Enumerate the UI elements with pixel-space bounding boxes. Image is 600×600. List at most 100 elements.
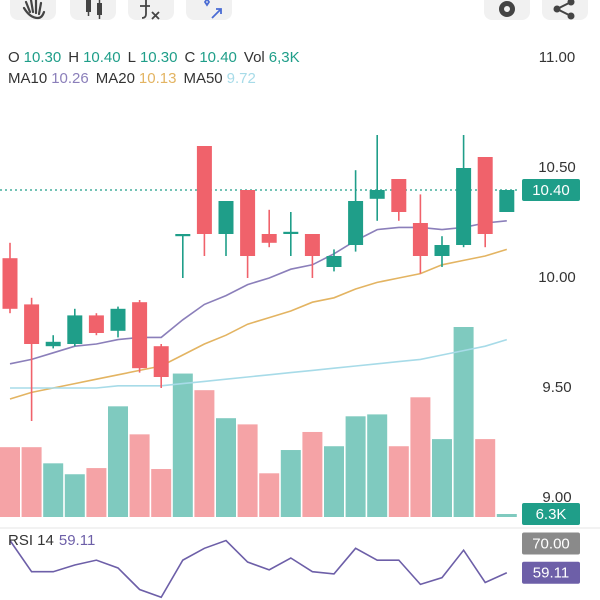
volume-bar bbox=[216, 418, 236, 517]
ma-label: MA20 bbox=[96, 70, 135, 87]
rsi-tick-label: 70.00 bbox=[532, 535, 570, 552]
tool-button[interactable] bbox=[186, 0, 232, 20]
candle-body bbox=[391, 179, 407, 212]
volume-bar bbox=[388, 446, 409, 517]
price-tick-label: 9.50 bbox=[542, 379, 571, 396]
volume-bar bbox=[475, 439, 496, 517]
candle-body bbox=[132, 302, 148, 369]
volume-bar bbox=[43, 463, 64, 517]
ohlc-header: O 10.30 H 10.40 L 10.30 C 10.40 Vol 6,3K bbox=[8, 49, 300, 66]
candle-body bbox=[45, 341, 61, 347]
price-tick-label: 11.00 bbox=[539, 49, 575, 66]
candle-body bbox=[456, 168, 472, 245]
candle-body bbox=[434, 245, 450, 256]
volume-bar bbox=[259, 473, 280, 517]
volume-bar bbox=[21, 447, 42, 517]
header-value: 10.40 bbox=[83, 49, 121, 66]
volume-bar bbox=[86, 468, 107, 517]
candle-body bbox=[369, 190, 385, 199]
price-tick-label: 9.00 bbox=[542, 489, 571, 506]
candle-body bbox=[240, 190, 256, 256]
price-tick-label: 10.50 bbox=[538, 159, 576, 176]
volume-bar bbox=[367, 414, 388, 517]
candle-body bbox=[412, 223, 428, 256]
volume-bar bbox=[496, 514, 517, 517]
ma-line bbox=[9, 220, 507, 365]
candle-body bbox=[24, 304, 40, 344]
volume-bar bbox=[129, 434, 150, 517]
ma-line bbox=[10, 338, 508, 389]
candle-body bbox=[499, 190, 515, 212]
ma-layer bbox=[0, 189, 520, 400]
rsi-value-tag-label: 59.11 bbox=[533, 565, 569, 582]
ma-value: 10.13 bbox=[139, 70, 177, 87]
volume-bar bbox=[172, 373, 193, 517]
header-value: 10.30 bbox=[24, 49, 62, 66]
ma-label: MA50 bbox=[183, 70, 222, 87]
volume-bar bbox=[237, 424, 258, 517]
ma-value: 10.26 bbox=[51, 70, 89, 87]
ma-value: 9.72 bbox=[227, 70, 256, 87]
volume-bar bbox=[432, 439, 452, 517]
volume-bar bbox=[64, 474, 85, 517]
tool-button[interactable] bbox=[128, 0, 174, 20]
rsi-tick-tag bbox=[522, 532, 580, 555]
candle-body bbox=[304, 234, 320, 256]
ma-line bbox=[9, 248, 508, 400]
ma-header: MA10 10.26 MA20 10.13 MA50 9.72 bbox=[8, 70, 256, 87]
candle-body bbox=[88, 315, 104, 333]
candle-body bbox=[261, 234, 277, 243]
rsi-name: RSI 14 bbox=[8, 532, 54, 549]
volume-bar bbox=[108, 406, 128, 517]
candle-body bbox=[326, 256, 342, 267]
share-icon bbox=[553, 5, 561, 13]
volume-tag bbox=[522, 503, 580, 526]
volume-tag-label: 6.3K bbox=[536, 506, 567, 523]
last-price-label: 10.40 bbox=[532, 182, 570, 199]
header-label: O bbox=[8, 49, 20, 66]
candle-body bbox=[348, 201, 364, 245]
rsi-value: 59.11 bbox=[59, 532, 95, 549]
tool-button[interactable] bbox=[70, 0, 116, 20]
volume-bar bbox=[345, 416, 366, 517]
header-label: Vol bbox=[244, 49, 265, 66]
share-icon bbox=[567, 0, 575, 6]
tool-button[interactable] bbox=[542, 0, 588, 20]
candle-body bbox=[67, 315, 83, 344]
last-price-tag bbox=[522, 179, 580, 201]
share-icon bbox=[567, 12, 575, 20]
volume-bar bbox=[410, 397, 431, 517]
header-label: L bbox=[128, 49, 136, 66]
candle-body bbox=[218, 201, 234, 234]
volume-bar bbox=[194, 390, 215, 517]
gear-icon bbox=[504, 6, 510, 12]
candle-body bbox=[196, 146, 212, 234]
candle-body bbox=[110, 308, 126, 331]
rsi-header: RSI 14 59.11 bbox=[8, 532, 95, 549]
ma-label: MA10 bbox=[8, 70, 47, 87]
toolbar bbox=[10, 0, 588, 20]
header-value: 10.40 bbox=[199, 49, 237, 66]
header-value: 10.30 bbox=[140, 49, 178, 66]
volume-bar bbox=[151, 469, 172, 517]
volume-bar bbox=[0, 447, 20, 517]
candle-body bbox=[477, 157, 493, 234]
rsi-line bbox=[9, 539, 508, 599]
rsi-value-tag bbox=[522, 561, 580, 584]
volume-bar bbox=[302, 431, 323, 517]
price-tick-label: 10.00 bbox=[538, 269, 576, 286]
volume-layer bbox=[0, 327, 517, 517]
magic-icon bbox=[203, 0, 222, 19]
candle-body bbox=[175, 234, 191, 237]
fx-icon bbox=[140, 0, 160, 20]
header-value: 6,3K bbox=[269, 49, 300, 66]
header-label: C bbox=[185, 49, 196, 66]
hand-icon bbox=[22, 0, 46, 20]
volume-bar bbox=[453, 327, 474, 517]
header-label: H bbox=[68, 49, 79, 66]
candle-layer bbox=[2, 135, 515, 421]
candle-body bbox=[153, 346, 169, 377]
